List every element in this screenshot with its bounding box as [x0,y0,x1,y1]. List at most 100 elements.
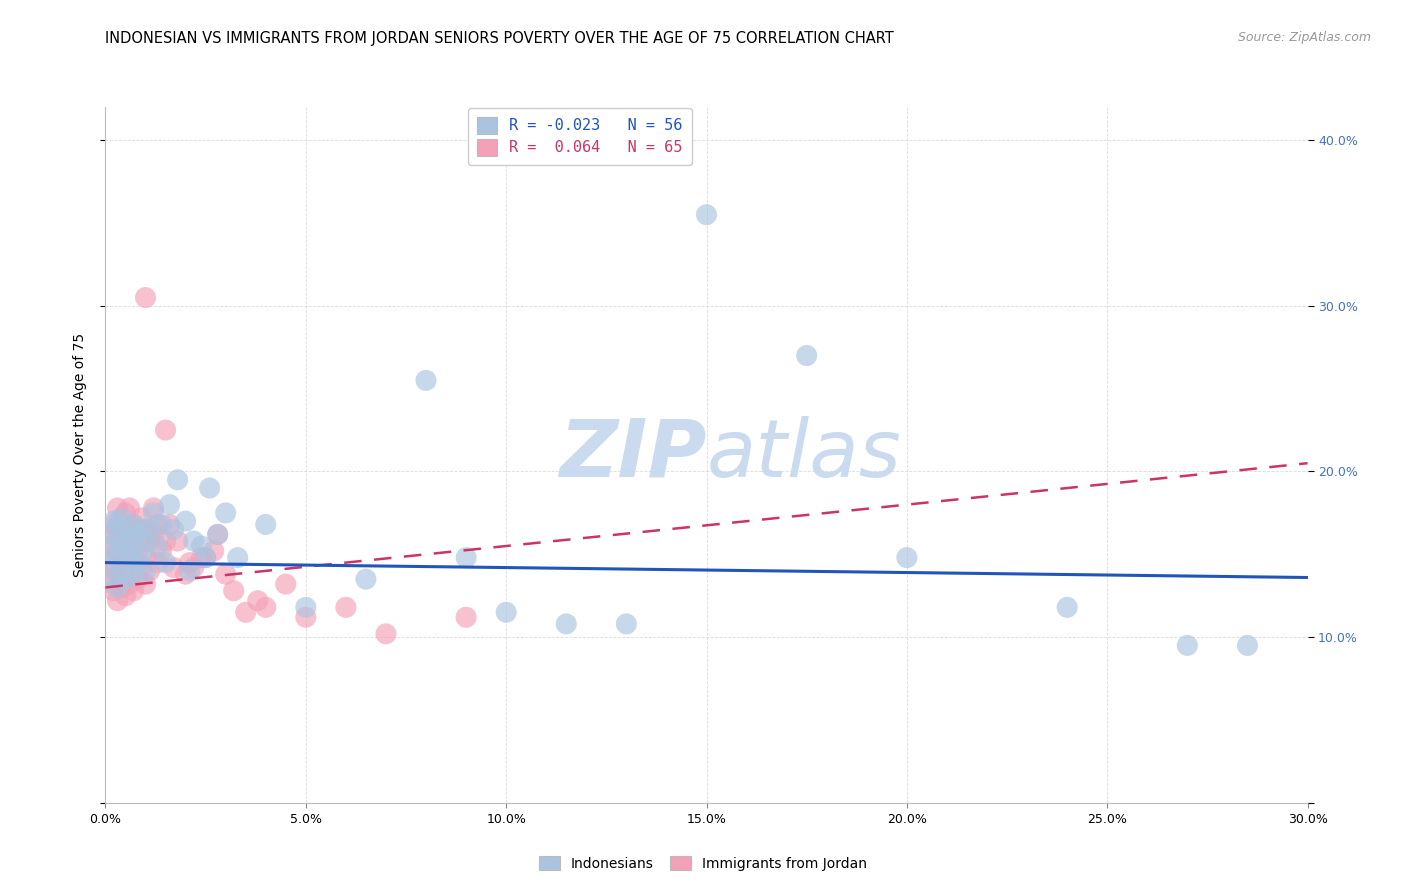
Point [107,523,129,537]
Point [254,517,277,532]
Point [295,610,318,624]
Point [162,560,184,574]
Point [190,550,212,565]
Text: atlas: atlas [707,416,901,494]
Legend: Indonesians, Immigrants from Jordan: Indonesians, Immigrants from Jordan [533,850,873,876]
Point [114,589,136,603]
Point [114,560,136,574]
Point [142,500,165,515]
Point [335,600,357,615]
Point [127,527,149,541]
Point [107,500,129,515]
Point [135,577,157,591]
Point [114,572,136,586]
Point [98,539,121,553]
Point [207,527,229,541]
Point [118,500,141,515]
Point [122,583,145,598]
Point [155,556,177,570]
Point [796,349,818,363]
Point [122,517,145,532]
Point [107,517,129,532]
Point [495,605,517,619]
Point [127,523,149,537]
Point [254,600,277,615]
Point [155,534,177,549]
Point [155,423,177,437]
Point [98,575,121,590]
Point [174,567,197,582]
Point [295,600,318,615]
Point [114,534,136,549]
Point [194,550,217,565]
Point [142,527,165,541]
Point [166,534,188,549]
Point [207,527,229,541]
Point [896,550,918,565]
Point [110,511,132,525]
Point [131,511,153,525]
Point [107,581,129,595]
Point [103,517,125,532]
Point [142,506,165,520]
Point [179,556,201,570]
Point [138,564,160,578]
Point [555,616,578,631]
Point [131,560,153,574]
Point [110,564,132,578]
Point [98,527,121,541]
Point [118,531,141,545]
Point [122,517,145,532]
Point [114,544,136,558]
Point [138,523,160,537]
Point [162,523,184,537]
Point [454,550,477,565]
Point [114,506,136,520]
Point [103,527,125,541]
Point [415,373,437,387]
Point [127,547,149,561]
Point [150,517,173,532]
Point [146,539,169,553]
Point [118,550,141,565]
Y-axis label: Seniors Poverty Over the Age of 75: Seniors Poverty Over the Age of 75 [73,333,87,577]
Point [150,544,173,558]
Point [122,567,145,582]
Point [174,514,197,528]
Point [103,556,125,570]
Point [202,544,225,558]
Point [454,610,477,624]
Legend: R = -0.023   N = 56, R =  0.064   N = 65: R = -0.023 N = 56, R = 0.064 N = 65 [468,108,692,165]
Point [166,473,188,487]
Point [103,583,125,598]
Point [107,547,129,561]
Point [127,572,149,586]
Point [194,550,217,565]
Point [696,208,718,222]
Point [183,534,205,549]
Point [235,605,257,619]
Point [122,539,145,553]
Point [354,572,377,586]
Point [214,506,236,520]
Point [146,556,169,570]
Point [190,539,212,553]
Text: ZIP: ZIP [560,416,707,494]
Point [616,616,638,631]
Point [110,534,132,549]
Point [98,572,121,586]
Point [103,539,125,553]
Point [122,556,145,570]
Point [222,583,245,598]
Point [110,581,132,595]
Text: INDONESIAN VS IMMIGRANTS FROM JORDAN SENIORS POVERTY OVER THE AGE OF 75 CORRELAT: INDONESIAN VS IMMIGRANTS FROM JORDAN SEN… [105,31,894,46]
Text: Source: ZipAtlas.com: Source: ZipAtlas.com [1237,31,1371,45]
Point [246,593,269,607]
Point [198,481,221,495]
Point [98,556,121,570]
Point [1177,639,1199,653]
Point [183,560,205,574]
Point [131,534,153,549]
Point [118,550,141,565]
Point [374,627,398,641]
